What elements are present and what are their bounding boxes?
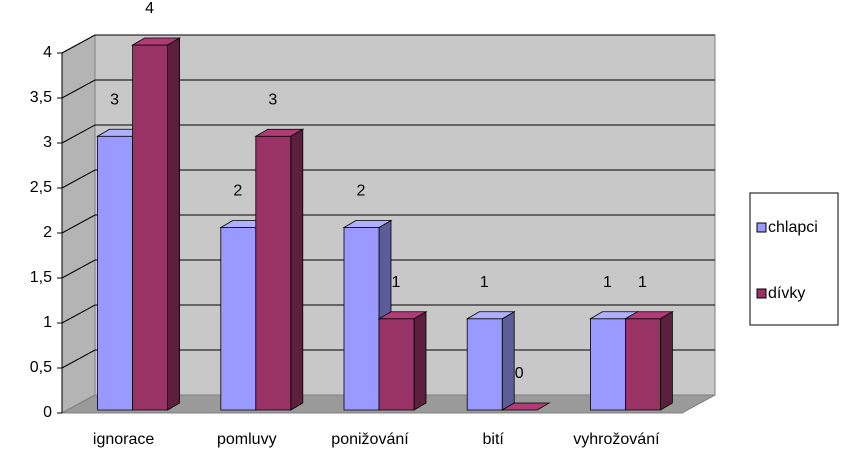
- value-label: 0: [515, 365, 524, 382]
- grid-line: [61, 169, 715, 189]
- bar-top: [254, 128, 305, 137]
- y-tick-label: 4: [43, 44, 52, 61]
- grid-line: [61, 304, 715, 324]
- bar-top: [131, 37, 182, 46]
- bar: [500, 402, 551, 411]
- bar-front: [255, 135, 292, 411]
- bar-top: [377, 311, 428, 320]
- legend-label: chlapci: [768, 219, 818, 236]
- value-label: 4: [145, 0, 154, 17]
- value-label: 1: [480, 274, 489, 291]
- y-tick-label: 1,5: [30, 269, 52, 286]
- value-label: 3: [268, 91, 277, 108]
- y-tick-label: 2: [43, 224, 52, 241]
- bar-side: [413, 311, 427, 411]
- bar-top: [465, 311, 516, 320]
- bar: [131, 37, 182, 411]
- value-label: 3: [110, 91, 119, 108]
- bar-front: [343, 227, 380, 411]
- y-tick-label: 0,5: [30, 359, 52, 376]
- bar-front: [97, 135, 134, 411]
- x-tick-label: pomluvy: [217, 431, 277, 448]
- bar-front: [220, 227, 257, 411]
- bar-side: [660, 311, 673, 411]
- value-label: 1: [638, 274, 647, 291]
- legend: [749, 192, 839, 326]
- grid-line: [61, 124, 715, 144]
- grid-line: [61, 259, 715, 279]
- bar: [254, 128, 305, 411]
- grid-line: [61, 34, 715, 54]
- bar-front: [132, 44, 169, 411]
- legend-swatch: [756, 288, 767, 299]
- bar-top: [500, 402, 551, 411]
- bar-top: [623, 311, 674, 320]
- legend-label: dívky: [768, 285, 805, 302]
- value-label: 1: [603, 274, 612, 291]
- bar-side: [167, 37, 181, 411]
- bar-front: [625, 318, 661, 411]
- value-label: 2: [233, 183, 242, 200]
- legend-swatch: [756, 222, 767, 233]
- bar: [377, 311, 428, 411]
- grid-line: [61, 79, 715, 99]
- x-tick-label: bití: [483, 431, 505, 448]
- x-tick-label: vyhrožování: [573, 431, 660, 448]
- y-tick-label: 1: [43, 314, 52, 331]
- bar-front: [378, 318, 415, 411]
- bar-top: [342, 220, 393, 228]
- y-tick-label: 3: [43, 134, 52, 151]
- grid-line: [61, 214, 715, 234]
- x-tick-label: ignorace: [93, 431, 154, 448]
- y-tick-label: 2,5: [30, 179, 52, 196]
- bar-front: [466, 318, 503, 411]
- value-label: 2: [357, 183, 366, 200]
- value-label: 1: [392, 274, 401, 291]
- bar-side: [501, 311, 515, 411]
- y-tick-label: 0: [43, 404, 52, 421]
- bar-side: [290, 128, 304, 411]
- bar: [465, 311, 516, 411]
- y-tick-label: 3,5: [30, 89, 52, 106]
- bar: [623, 311, 674, 411]
- x-tick-label: ponižování: [331, 431, 409, 448]
- bar-front: [590, 318, 626, 411]
